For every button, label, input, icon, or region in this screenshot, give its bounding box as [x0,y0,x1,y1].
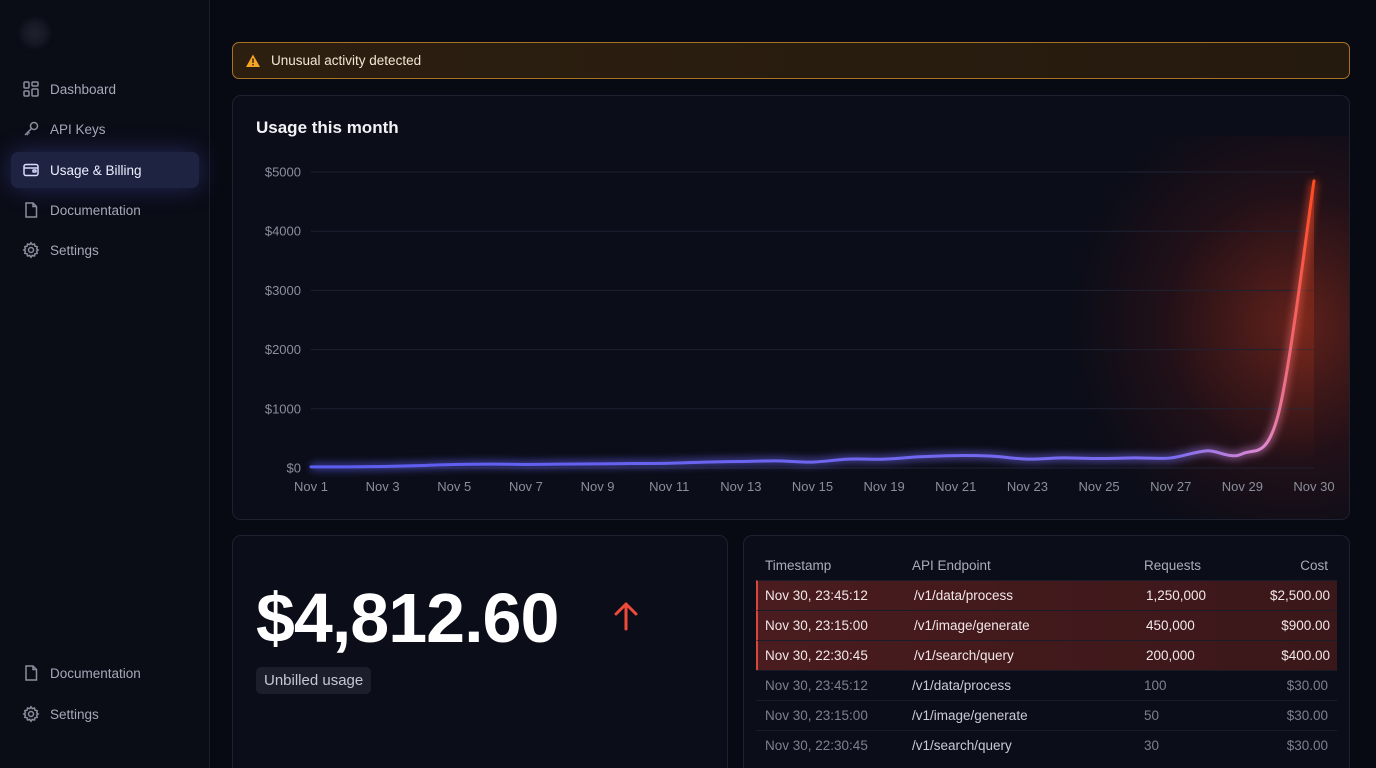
x-tick-label: Nov 5 [437,479,471,494]
y-tick-label: $5000 [265,165,301,180]
sidebar-item-label: Documentation [50,202,141,218]
arrow-up-icon [614,602,638,631]
sidebar-item-documentation[interactable]: Documentation [11,192,199,228]
cell-timestamp: Nov 30, 23:15:00 [765,708,868,723]
document-icon [22,201,40,219]
cell-endpoint: /v1/data/process [914,588,1014,603]
chart-title: Usage this month [256,118,399,137]
x-tick-label: Nov 27 [1150,479,1191,494]
x-tick-label: Nov 25 [1078,479,1119,494]
x-tick-label: Nov 29 [1222,479,1263,494]
header-requests[interactable]: Requests [1144,557,1202,573]
total-amount: $4,812.60 [256,579,559,657]
y-tick-label: $1000 [265,401,301,416]
warning-icon [246,54,260,67]
cell-endpoint: /v1/image/generate [914,618,1030,633]
cell-timestamp: Nov 30, 23:45:12 [765,588,868,603]
sidebar-item-label: API Keys [50,121,106,137]
sidebar-item-label: Settings [50,706,99,722]
key-icon [22,120,40,138]
y-tick-label: $3000 [265,283,301,298]
gear-icon [22,705,40,723]
cell-timestamp: Nov 30, 23:45:12 [765,678,868,693]
cell-requests: 50 [1144,708,1160,723]
gear-icon [22,241,40,259]
spike-area [311,180,1314,468]
sidebar-bottom-documentation[interactable]: Documentation [11,655,199,691]
sidebar-item-settings[interactable]: Settings [11,232,199,268]
x-tick-label: Nov 19 [864,479,905,494]
alert-banner: Unusual activity detected [232,42,1350,79]
cell-endpoint: /v1/image/generate [912,708,1028,723]
cell-requests: 200,000 [1146,648,1195,663]
y-tick-label: $4000 [265,224,301,239]
x-tick-label: Nov 13 [720,479,761,494]
table-header: Timestamp API Endpoint Requests Cost [756,550,1337,580]
table-row[interactable]: Nov 30, 22:30:45 /v1/search/query 30 $30… [756,730,1337,760]
sidebar-item-dashboard[interactable]: Dashboard [11,71,199,107]
x-tick-label: Nov 15 [792,479,833,494]
total-card: $4,812.60 Unbilled usage [232,535,728,768]
cell-endpoint: /v1/search/query [912,738,1012,753]
table-row[interactable]: Nov 30, 23:15:00 /v1/image/generate 450,… [756,610,1337,640]
cell-cost: $30.00 [1286,738,1328,753]
x-tick-label: Nov 1 [294,479,328,494]
x-tick-label: Nov 21 [935,479,976,494]
usage-line-chart: $0 $1000 $2000 $3000 $4000 $5000 Nov 1 Nov 3 Nov… [265,165,1335,495]
cell-cost: $400.00 [1281,648,1330,663]
sidebar-item-usage-billing[interactable]: Usage & Billing [11,152,199,188]
cell-timestamp: Nov 30, 23:15:00 [765,618,868,633]
cell-timestamp: Nov 30, 22:30:45 [765,648,868,663]
x-tick-label: Nov 11 [649,479,689,494]
table-row[interactable]: Nov 30, 23:45:12 /v1/data/process 1,250,… [756,580,1337,610]
cell-requests: 30 [1144,738,1160,753]
x-tick-label: Nov 9 [581,479,615,494]
cell-endpoint: /v1/search/query [914,648,1014,663]
sidebar-item-label: Settings [50,242,99,258]
cell-endpoint: /v1/data/process [912,678,1012,693]
header-endpoint[interactable]: API Endpoint [912,557,991,573]
x-tick-label: Nov 23 [1007,479,1048,494]
sidebar-item-api-keys[interactable]: API Keys [11,111,199,147]
header-cost[interactable]: Cost [1300,557,1328,573]
sidebar-bottom-settings[interactable]: Settings [11,696,199,732]
alert-text: Unusual activity detected [271,53,422,68]
cell-cost: $2,500.00 [1269,588,1330,603]
y-tick-label: $2000 [265,342,301,357]
x-tick-label: Nov 30 [1293,479,1334,494]
sidebar-item-label: Dashboard [50,81,117,97]
wallet-icon [22,161,40,179]
usage-chart-card: Usage this month $0 $1000 $2000 $3000 $4000 $… [232,95,1350,520]
logo [20,18,50,48]
sidebar-item-label: Usage & Billing [50,162,142,178]
x-tick-label: Nov 7 [509,479,543,494]
usage-table-card: Timestamp API Endpoint Requests Cost Nov… [743,535,1350,768]
cell-timestamp: Nov 30, 22:30:45 [765,738,868,753]
header-timestamp[interactable]: Timestamp [765,557,832,573]
cell-cost: $30.00 [1286,708,1328,723]
series-line-glow [310,180,1318,471]
table-row[interactable]: Nov 30, 23:45:12 /v1/data/process 100 $3… [756,670,1337,700]
sidebar-item-label: Documentation [50,665,141,681]
x-tick-label: Nov 3 [366,479,400,494]
cell-requests: 450,000 [1146,618,1195,633]
cell-requests: 1,250,000 [1146,588,1207,603]
document-icon [22,664,40,682]
unbilled-usage-badge: Unbilled usage [256,667,372,694]
sidebar: Dashboard API Keys Usage & Billing Docum… [0,0,210,768]
cell-requests: 100 [1144,678,1167,693]
y-tick-label: $0 [287,461,301,476]
series-line [309,179,1316,469]
table-row[interactable]: Nov 30, 23:15:00 /v1/image/generate 50 $… [756,700,1337,730]
table-row[interactable]: Nov 30, 22:30:45 /v1/search/query 200,00… [756,640,1337,670]
grid-icon [22,80,40,98]
cell-cost: $30.00 [1286,678,1328,693]
cell-cost: $900.00 [1281,618,1330,633]
